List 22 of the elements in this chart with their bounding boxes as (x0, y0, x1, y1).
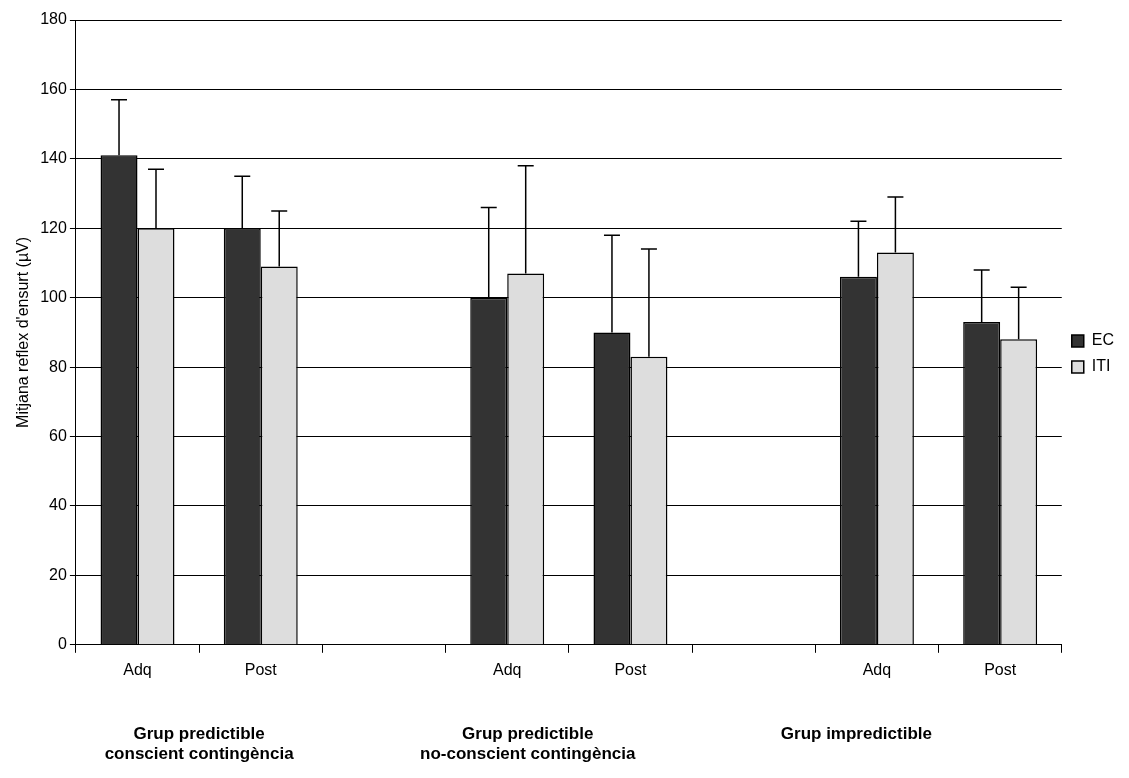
y-tick-label: 140 (40, 149, 67, 167)
y-tick-label: 160 (40, 79, 67, 97)
x-tick-label: Post (984, 660, 1017, 678)
legend-label: ITI (1091, 357, 1111, 375)
x-tick-label: Adq (862, 660, 892, 678)
y-tick-label: 40 (49, 496, 67, 514)
x-tick-label: Post (614, 660, 648, 678)
y-tick-label: 180 (40, 10, 67, 28)
y-tick-label: 100 (40, 288, 67, 306)
y-tick-label: 80 (49, 357, 67, 375)
x-tick-label: Adq (123, 660, 152, 678)
y-tick-label: 0 (57, 635, 67, 653)
y-tick-label: 120 (40, 218, 67, 236)
x-tick-label: Adq (492, 660, 522, 678)
text: Grup predictible conscient contingència (104, 724, 295, 764)
x-tick-label: Post (244, 660, 278, 678)
y-tick-label: 20 (49, 565, 67, 583)
text: Grup predictible no-conscient contingència (420, 724, 636, 764)
legend-label: EC (1091, 331, 1115, 349)
y-axis-title: Mitjana reflex d'ensurt (µV) (14, 236, 32, 428)
text: Grup impredictible (780, 724, 932, 744)
y-tick-label: 60 (49, 426, 67, 444)
